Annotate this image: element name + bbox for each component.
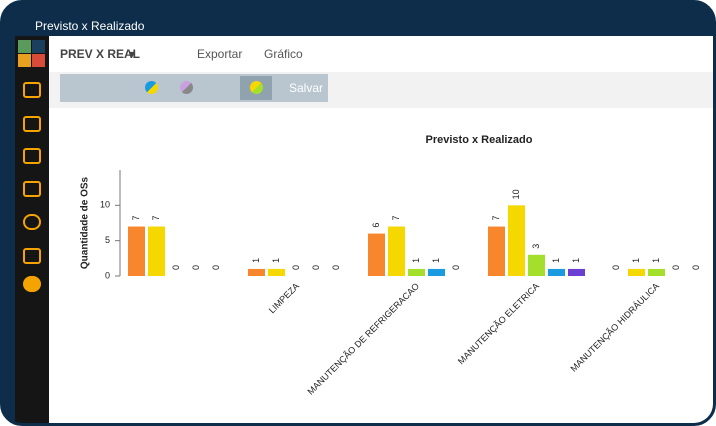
edit-icon[interactable] xyxy=(23,116,41,132)
y-tick-label: 0 xyxy=(105,270,110,280)
value-label: 7 xyxy=(491,216,501,221)
chart: Previsto x Realizado Quantidade de OSs 0… xyxy=(80,134,701,397)
logo xyxy=(18,54,31,67)
palette-icon[interactable] xyxy=(180,81,193,94)
value-label: 1 xyxy=(251,258,261,263)
window-title: Previsto x Realizado xyxy=(35,19,145,33)
value-label: 1 xyxy=(271,258,281,263)
bar xyxy=(268,268,285,276)
x-tick-label: MANUTENÇÃO HIDRÁULICA xyxy=(568,281,661,374)
value-label: 0 xyxy=(211,265,221,270)
bar xyxy=(568,268,585,276)
grid-icon[interactable] xyxy=(23,248,41,264)
expand-icon[interactable] xyxy=(23,276,41,292)
bar xyxy=(428,268,445,276)
chart-toolbar: Salvar xyxy=(60,74,328,102)
edit-icon[interactable] xyxy=(23,148,41,164)
value-label: 0 xyxy=(191,265,201,270)
bar xyxy=(368,233,385,276)
value-label: 3 xyxy=(531,244,541,249)
palette-icon[interactable] xyxy=(250,81,263,94)
chart-title: Previsto x Realizado xyxy=(426,134,533,146)
x-tick-label: LIMPEZA xyxy=(267,281,301,315)
value-label: 0 xyxy=(671,265,681,270)
value-label: 1 xyxy=(411,258,421,263)
bar xyxy=(648,268,665,276)
value-label: 7 xyxy=(131,216,141,221)
bar xyxy=(408,268,425,276)
bar xyxy=(248,268,265,276)
value-label: 0 xyxy=(691,265,701,270)
logo xyxy=(32,40,45,53)
logo xyxy=(32,54,45,67)
bar xyxy=(528,254,545,276)
y-tick-label: 10 xyxy=(100,200,110,210)
value-label: 7 xyxy=(391,216,401,221)
value-label: 0 xyxy=(611,265,621,270)
value-label: 1 xyxy=(571,258,581,263)
y-tick-label: 5 xyxy=(105,235,110,245)
export-button[interactable]: Exportar xyxy=(197,47,243,61)
value-label: 1 xyxy=(551,258,561,263)
bar xyxy=(388,226,405,276)
x-tick-label: MANUTENÇÃO ELETRICA xyxy=(456,281,541,366)
save-button[interactable]: Salvar xyxy=(289,81,324,95)
sidebar xyxy=(15,36,49,423)
caret: ▾ xyxy=(129,47,136,61)
value-label: 10 xyxy=(511,189,521,199)
value-label: 1 xyxy=(651,258,661,263)
value-label: 0 xyxy=(171,265,181,270)
value-label: 0 xyxy=(331,265,341,270)
menu-icon[interactable] xyxy=(23,82,41,98)
report-menu[interactable]: PREV X REAL xyxy=(60,47,141,61)
monitor-icon[interactable] xyxy=(23,181,41,197)
bar xyxy=(148,226,165,276)
value-label: 1 xyxy=(631,258,641,263)
value-label: 1 xyxy=(431,258,441,263)
x-tick-label: MANUTENÇÃO DE REFRIGERACAO xyxy=(305,281,421,397)
value-label: 0 xyxy=(451,265,461,270)
y-axis-label: Quantidade de OSs xyxy=(80,176,91,269)
chart-button[interactable]: Gráfico xyxy=(264,47,303,61)
toolbar: PREV X REAL ▾ Exportar Gráfico xyxy=(49,36,713,73)
value-label: 6 xyxy=(371,223,381,228)
value-label: 0 xyxy=(291,265,301,270)
bar xyxy=(548,268,565,276)
bar xyxy=(628,268,645,276)
logo xyxy=(18,40,31,53)
bar xyxy=(488,226,505,276)
bar xyxy=(508,205,525,276)
value-label: 0 xyxy=(311,265,321,270)
value-label: 7 xyxy=(151,216,161,221)
bar xyxy=(128,226,145,276)
palette-icon[interactable] xyxy=(145,81,158,94)
settings-icon[interactable] xyxy=(23,214,41,230)
